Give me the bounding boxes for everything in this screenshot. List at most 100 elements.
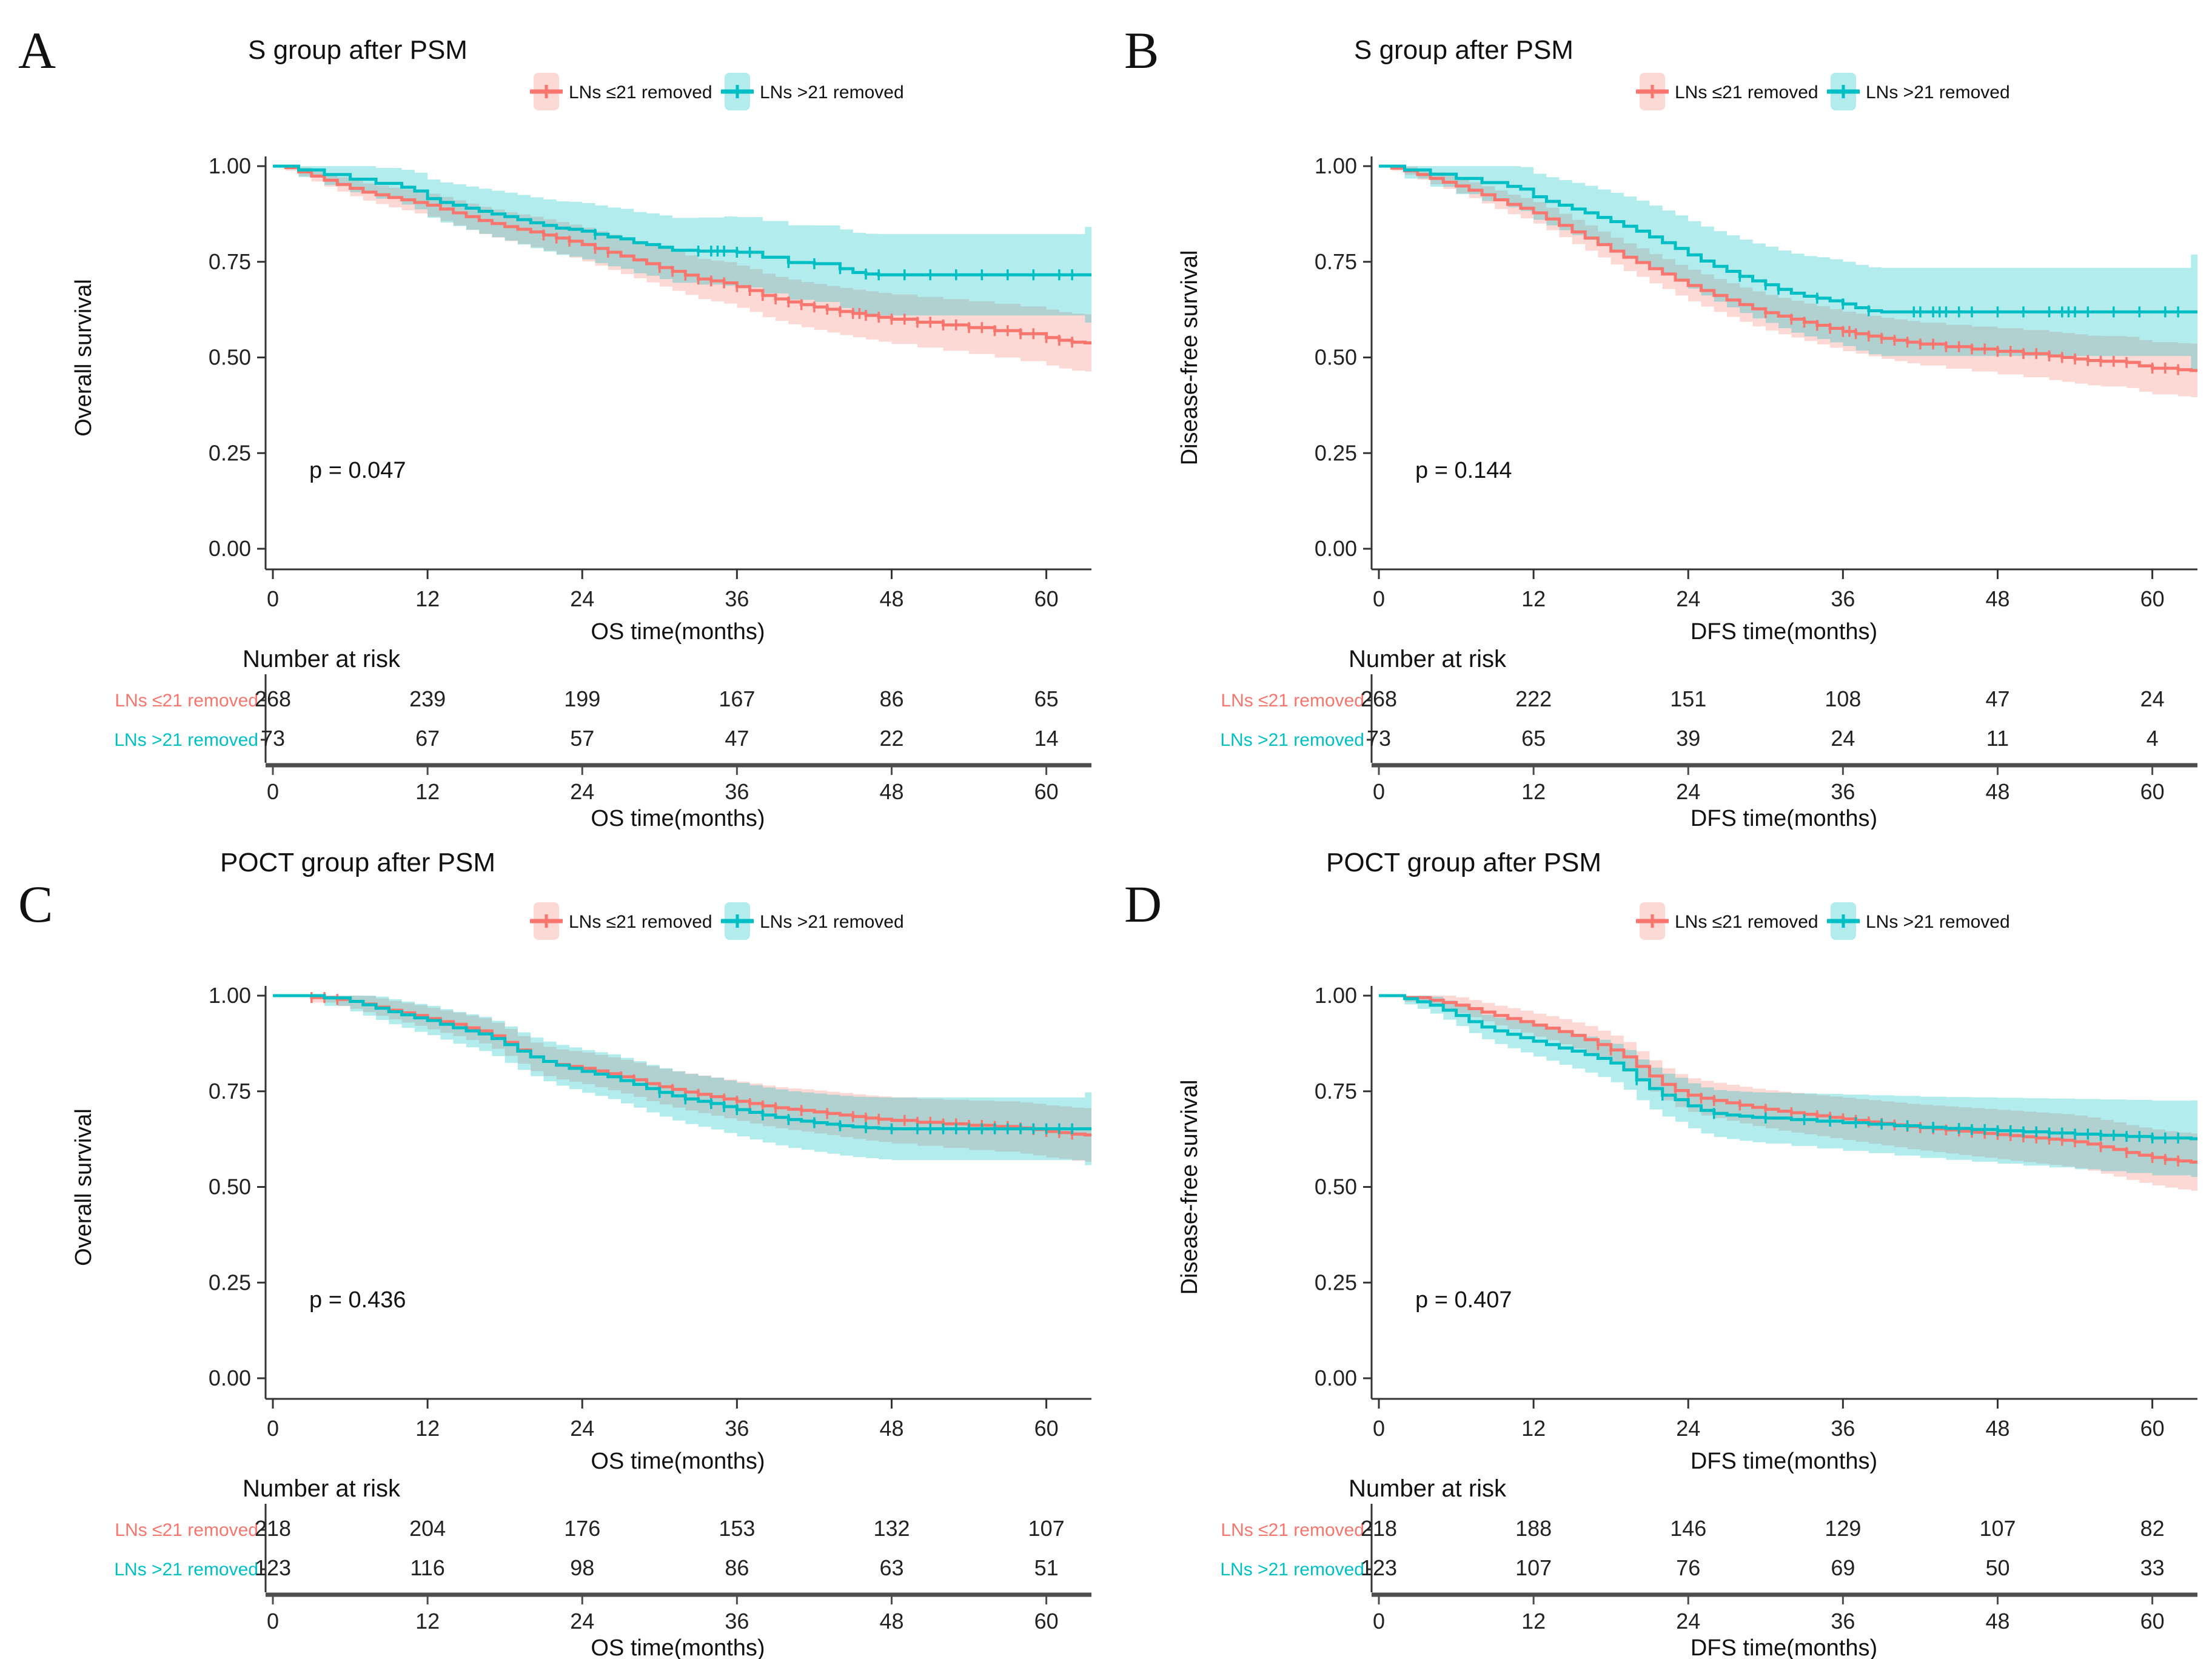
risk-x-tick-label: 48 <box>1985 1609 2009 1634</box>
x-tick-label: 60 <box>1034 586 1059 611</box>
y-tick-label: 1.00 <box>1315 153 1357 178</box>
risk-x-axis-label: DFS time(months) <box>1691 806 1877 830</box>
x-axis-label: DFS time(months) <box>1691 619 1877 645</box>
risk-x-tick-label: 0 <box>267 1609 279 1634</box>
risk-x-tick-label: 36 <box>1831 779 1855 804</box>
risk-value: 73 <box>261 726 285 751</box>
x-tick-label: 60 <box>1034 1416 1059 1441</box>
y-tick-label: 0.25 <box>209 440 251 465</box>
panel-title: S group after PSM <box>1354 35 1574 65</box>
risk-x-tick-label: 0 <box>1373 779 1385 804</box>
x-tick-label: 12 <box>415 1416 440 1441</box>
x-tick-label: 36 <box>1831 586 1855 611</box>
risk-value: 24 <box>1831 726 1855 751</box>
risk-value: 132 <box>873 1516 910 1541</box>
risk-value: 67 <box>415 726 440 751</box>
panel-b: B S group after PSM LNs ≤21 removed LNs >21… <box>1106 0 2212 830</box>
y-tick-label: 0.25 <box>1315 1270 1357 1295</box>
risk-value: 129 <box>1825 1516 1861 1541</box>
risk-value: 47 <box>1985 686 2009 711</box>
risk-x-tick-label: 24 <box>570 1609 594 1634</box>
panel-d-svg: D POCT group after PSM LNs ≤21 removed LNs … <box>1124 848 2197 1659</box>
risk-x-tick-label: 60 <box>2140 1609 2165 1634</box>
ci-band-gt21 <box>1379 996 2197 1178</box>
risk-x-tick-label: 48 <box>879 1609 903 1634</box>
risk-x-tick-label: 12 <box>415 779 440 804</box>
risk-x-tick-label: 12 <box>1521 1609 1546 1634</box>
risk-row-label: LNs ≤21 removed <box>115 1520 258 1540</box>
risk-x-tick-label: 24 <box>1676 1609 1700 1634</box>
risk-x-tick-label: 0 <box>267 779 279 804</box>
risk-value: 268 <box>255 686 291 711</box>
risk-value: 107 <box>1028 1516 1065 1541</box>
panel-c-svg: C POCT group after PSM LNs ≤21 removed LNs … <box>18 848 1091 1659</box>
risk-row-label: LNs ≤21 removed <box>115 691 258 711</box>
risk-value: 63 <box>879 1555 903 1580</box>
risk-value: 14 <box>1034 726 1059 751</box>
risk-value: 123 <box>1361 1555 1397 1580</box>
risk-row-label: LNs >21 removed <box>1220 1560 1364 1580</box>
km-curve-gt21 <box>1379 164 2197 313</box>
x-tick-label: 0 <box>267 1416 279 1441</box>
y-tick-label: 0.75 <box>1315 249 1357 274</box>
y-axis-label: Overall survival <box>71 1108 96 1266</box>
risk-x-tick-label: 12 <box>1521 779 1546 804</box>
risk-value: 146 <box>1670 1516 1706 1541</box>
y-tick-label: 0.00 <box>209 536 251 561</box>
ci-band-gt21 <box>1379 166 2197 370</box>
x-tick-label: 0 <box>267 586 279 611</box>
risk-value: 47 <box>725 726 749 751</box>
y-tick-label: 0.00 <box>1315 1366 1357 1390</box>
p-value: p = 0.407 <box>1415 1287 1512 1313</box>
x-tick-label: 60 <box>2140 1416 2165 1441</box>
censor-marks-gt21 <box>1635 1074 2179 1144</box>
risk-x-tick-label: 36 <box>1831 1609 1855 1634</box>
p-value: p = 0.436 <box>309 1287 406 1313</box>
y-tick-label: 0.50 <box>209 1175 251 1199</box>
risk-value: 153 <box>719 1516 755 1541</box>
x-tick-label: 48 <box>879 586 903 611</box>
risk-value: 151 <box>1670 686 1706 711</box>
risk-value: 51 <box>1034 1555 1059 1580</box>
risk-value: 57 <box>570 726 594 751</box>
y-axis-label: Disease-free survival <box>1177 250 1202 466</box>
y-tick-label: 0.50 <box>209 345 251 370</box>
risk-table-header: Number at risk <box>1349 646 1507 672</box>
risk-value: 24 <box>2140 686 2165 711</box>
risk-table-header: Number at risk <box>243 646 401 672</box>
panel-letter: C <box>18 875 53 933</box>
panel-d: D POCT group after PSM LNs ≤21 removed LNs … <box>1106 830 2212 1659</box>
risk-value: 218 <box>1361 1516 1397 1541</box>
risk-value: 116 <box>410 1555 444 1580</box>
risk-value: 11 <box>1986 726 2009 751</box>
y-tick-label: 0.00 <box>209 1366 251 1390</box>
x-tick-label: 48 <box>1985 1416 2009 1441</box>
panel-letter: D <box>1124 875 1162 933</box>
panel-b-svg: B S group after PSM LNs ≤21 removed LNs >21… <box>1124 21 2197 830</box>
risk-row-label: LNs >21 removed <box>114 1560 258 1580</box>
risk-value: 50 <box>1985 1555 2009 1580</box>
y-axis-label: Disease-free survival <box>1177 1080 1202 1295</box>
risk-x-tick-label: 12 <box>415 1609 440 1634</box>
risk-value: 268 <box>1361 686 1397 711</box>
censor-marks-le21 <box>542 229 1073 348</box>
risk-value: 65 <box>1034 686 1059 711</box>
risk-table-header: Number at risk <box>243 1475 401 1502</box>
legend-label: LNs >21 removed <box>760 82 904 102</box>
x-tick-label: 12 <box>1521 586 1546 611</box>
risk-value: 86 <box>725 1555 749 1580</box>
x-tick-label: 0 <box>1373 1416 1385 1441</box>
risk-x-tick-label: 0 <box>1373 1609 1385 1634</box>
y-tick-label: 0.75 <box>209 1079 251 1104</box>
risk-row-label: LNs >21 removed <box>114 730 258 750</box>
risk-row-label: LNs >21 removed <box>1220 730 1364 750</box>
risk-value: 222 <box>1515 686 1552 711</box>
risk-value: 107 <box>1979 1516 2016 1541</box>
x-tick-label: 36 <box>725 586 749 611</box>
panel-title: POCT group after PSM <box>220 848 495 877</box>
x-tick-label: 24 <box>570 586 594 611</box>
risk-x-tick-label: 60 <box>1034 1609 1059 1634</box>
risk-value: 65 <box>1521 726 1546 751</box>
risk-value: 199 <box>564 686 600 711</box>
